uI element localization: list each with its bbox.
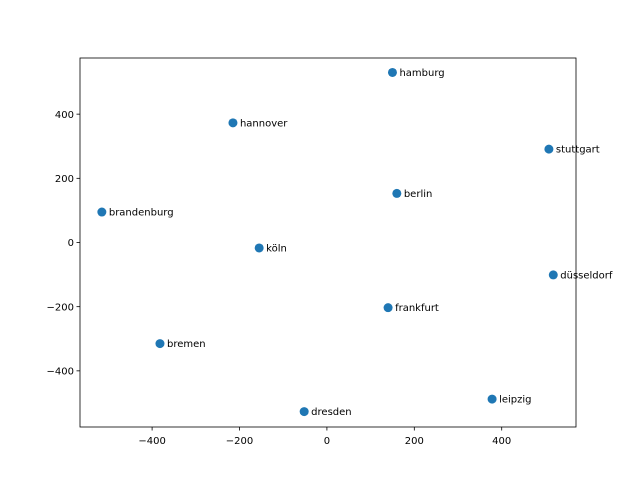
point-label-berlin: berlin (404, 189, 433, 200)
data-point-brandenburg (97, 207, 107, 217)
x-tick-label: −400 (138, 436, 165, 447)
y-tick-label: −200 (47, 302, 74, 313)
point-label-dresden: dresden (311, 407, 351, 418)
y-tick-label: 200 (55, 174, 74, 185)
data-point-hannover (228, 118, 238, 128)
data-point-leipzig (487, 394, 497, 404)
point-label-leipzig: leipzig (499, 395, 531, 406)
point-label-brandenburg: brandenburg (109, 208, 174, 219)
x-axis-ticks: −400 −200 0 200 400 (138, 427, 511, 447)
point-label-hannover: hannover (240, 118, 288, 129)
point-label-frankfurt: frankfurt (395, 303, 439, 314)
plot-area (79, 57, 577, 428)
y-tick-label: −400 (47, 366, 74, 377)
data-point-düsseldorf (548, 270, 558, 280)
x-tick-label: 0 (324, 436, 330, 447)
y-tick-label: 0 (68, 238, 74, 249)
data-point-köln (254, 243, 264, 253)
x-tick-label: 400 (492, 436, 511, 447)
point-label-stuttgart: stuttgart (556, 145, 600, 156)
x-tick-label: −200 (226, 436, 253, 447)
data-point-bremen (155, 339, 165, 349)
data-point-stuttgart (544, 144, 554, 154)
y-axis-ticks: −400 −200 0 200 400 (47, 110, 80, 377)
data-points (97, 67, 558, 417)
data-point-hamburg (387, 67, 397, 77)
point-labels: hamburg hannover stuttgart berlin brandenbur… (109, 68, 613, 418)
point-label-düsseldorf: düsseldorf (560, 271, 613, 282)
point-label-hamburg: hamburg (399, 68, 444, 79)
data-point-berlin (392, 188, 402, 198)
y-tick-label: 400 (55, 110, 74, 121)
axes-frame (79, 57, 577, 428)
point-label-köln: köln (266, 244, 287, 255)
data-point-frankfurt (383, 303, 393, 313)
x-tick-label: 200 (405, 436, 424, 447)
point-label-bremen: bremen (167, 339, 206, 350)
data-point-dresden (299, 407, 309, 417)
